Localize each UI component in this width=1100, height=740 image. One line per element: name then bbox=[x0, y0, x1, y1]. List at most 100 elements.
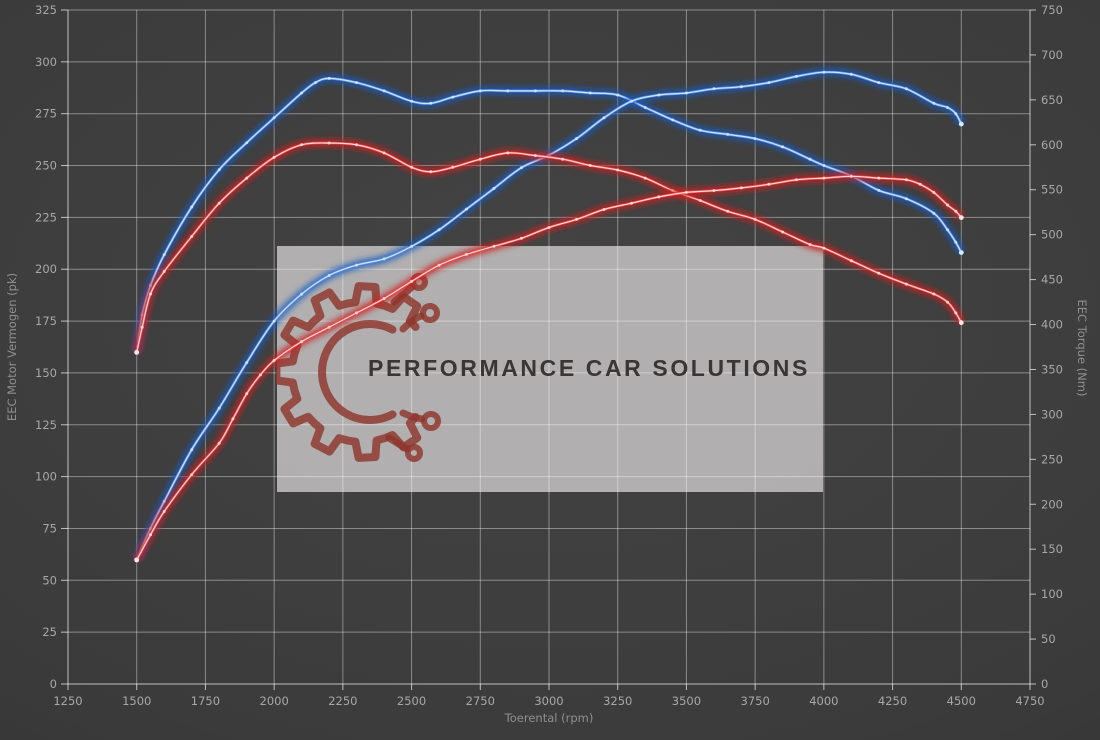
y-right-tick-label: 600 bbox=[1041, 138, 1063, 152]
power-run-2-marker bbox=[190, 448, 194, 452]
power-run-1-marker bbox=[313, 81, 317, 85]
y-right-tick-label: 300 bbox=[1041, 407, 1063, 421]
power-run-2-marker bbox=[300, 292, 304, 296]
torque-run-1-marker bbox=[904, 282, 908, 286]
power-run-2-marker bbox=[712, 87, 716, 91]
x-tick-label: 2500 bbox=[397, 694, 426, 708]
y-left-tick-label: 150 bbox=[35, 366, 57, 380]
gear-crescent bbox=[318, 320, 397, 424]
torque-run-2-marker bbox=[918, 182, 922, 186]
torque-run-2-marker bbox=[602, 208, 606, 211]
x-tick-label: 4500 bbox=[947, 694, 976, 708]
power-run-2-marker bbox=[822, 70, 826, 74]
torque-run-1-marker bbox=[588, 164, 592, 167]
torque-run-2-marker bbox=[794, 178, 798, 182]
torque-run-2-glow bbox=[133, 172, 965, 562]
torque-run-1-marker bbox=[451, 165, 455, 169]
x-tick-label: 4000 bbox=[809, 694, 838, 708]
y-right-tick-label: 750 bbox=[1041, 3, 1063, 17]
torque-run-2-curve bbox=[135, 174, 963, 561]
power-run-2-marker bbox=[272, 319, 276, 323]
x-tick-label: 1250 bbox=[53, 694, 82, 708]
x-tick-label: 3250 bbox=[603, 694, 632, 708]
power-run-1-marker bbox=[616, 93, 620, 97]
y-left-tick-label: 0 bbox=[50, 677, 57, 691]
power-run-1-marker bbox=[162, 253, 166, 257]
y-right-tick-label: 500 bbox=[1041, 228, 1063, 242]
torque-run-2-marker bbox=[849, 174, 853, 178]
torque-run-2-marker bbox=[149, 533, 152, 537]
torque-run-2-marker bbox=[657, 195, 661, 199]
torque-run-2-marker bbox=[217, 441, 221, 445]
torque-run-2-marker bbox=[547, 226, 551, 229]
x-tick-label: 2250 bbox=[328, 694, 357, 708]
power-run-2-marker bbox=[657, 93, 661, 97]
power-run-2-marker bbox=[575, 137, 578, 141]
power-run-1-marker bbox=[671, 118, 675, 122]
torque-run-2-marker bbox=[520, 236, 523, 240]
torque-run-1-marker bbox=[410, 165, 414, 169]
y-left-tick-label: 200 bbox=[35, 262, 57, 276]
power-run-2-marker bbox=[849, 72, 853, 76]
x-tick-label: 3500 bbox=[672, 694, 701, 708]
torque-run-2-marker bbox=[904, 178, 908, 182]
x-tick-label: 4250 bbox=[878, 694, 907, 708]
circuit-trace-top-1 bbox=[390, 283, 416, 306]
power-run-1-marker bbox=[190, 205, 194, 209]
y-left-tick-label: 325 bbox=[35, 3, 57, 17]
power-run-2-marker bbox=[684, 91, 688, 95]
torque-run-2-marker bbox=[382, 297, 386, 300]
power-run-1-marker bbox=[726, 132, 730, 136]
torque-run-2-marker bbox=[162, 510, 166, 513]
y-left-tick-label: 125 bbox=[35, 418, 57, 432]
power-run-2-endpoint bbox=[958, 121, 964, 127]
power-run-2-marker bbox=[162, 500, 166, 503]
torque-run-2-endpoint bbox=[958, 215, 964, 221]
y-right-tick-label: 550 bbox=[1041, 183, 1063, 197]
x-tick-label: 3750 bbox=[741, 694, 770, 708]
y-right-tick-label: 350 bbox=[1041, 362, 1063, 376]
y-right-tick-label: 650 bbox=[1041, 93, 1063, 107]
power-run-2-marker bbox=[904, 87, 908, 91]
x-tick-label: 3000 bbox=[534, 694, 563, 708]
power-run-1-marker bbox=[698, 128, 702, 132]
power-run-1-marker bbox=[533, 89, 537, 93]
x-tick-label: 1750 bbox=[191, 694, 220, 708]
y-right-tick-label: 150 bbox=[1041, 542, 1063, 556]
power-run-1-marker bbox=[877, 188, 881, 192]
power-run-2-marker bbox=[877, 81, 881, 85]
torque-run-1-marker bbox=[149, 292, 152, 296]
torque-run-2-core bbox=[136, 175, 962, 561]
torque-run-1-marker bbox=[478, 157, 482, 161]
circuit-dot-top-2 bbox=[420, 303, 440, 323]
y-right-tick-label: 250 bbox=[1041, 452, 1063, 466]
power-run-1-marker bbox=[382, 89, 386, 93]
torque-run-1-marker bbox=[946, 300, 949, 304]
power-run-1-marker bbox=[410, 99, 414, 103]
power-run-1-marker bbox=[808, 157, 812, 161]
y-right-tick-label: 400 bbox=[1041, 318, 1063, 332]
torque-run-2-marker bbox=[954, 209, 958, 213]
power-run-2-marker bbox=[794, 74, 798, 78]
torque-run-2-marker bbox=[258, 373, 262, 377]
torque-run-1-marker bbox=[822, 246, 826, 250]
power-run-2-marker bbox=[382, 257, 386, 261]
torque-run-1-core bbox=[136, 142, 962, 353]
torque-run-2-endpoint bbox=[134, 557, 140, 563]
torque-run-1-marker bbox=[726, 209, 730, 213]
power-run-2-marker bbox=[217, 406, 221, 410]
torque-run-2-marker bbox=[300, 340, 304, 344]
torque-run-2-marker bbox=[575, 217, 578, 221]
torque-run-1-endpoint bbox=[134, 350, 140, 355]
torque-run-2-marker bbox=[822, 176, 826, 180]
torque-run-1-marker bbox=[355, 143, 359, 147]
x-tick-label: 4750 bbox=[1015, 694, 1044, 708]
power-run-2-marker bbox=[739, 85, 743, 89]
torque-run-1-marker bbox=[877, 271, 881, 275]
torque-run-2-marker bbox=[410, 279, 414, 283]
power-run-1-marker bbox=[946, 228, 949, 232]
torque-run-2-marker bbox=[245, 392, 249, 396]
circuit-trace-bottom-2 bbox=[385, 434, 411, 453]
power-run-1-marker bbox=[822, 164, 826, 167]
power-run-2-marker bbox=[327, 274, 331, 277]
